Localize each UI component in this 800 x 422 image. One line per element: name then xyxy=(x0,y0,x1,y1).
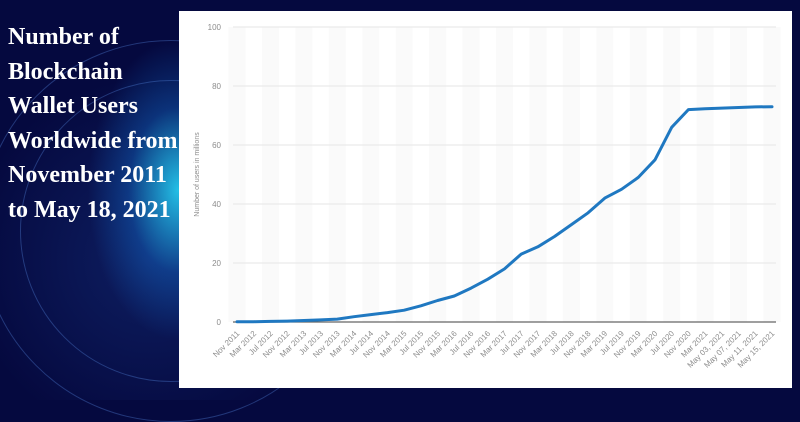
data-line xyxy=(235,105,774,324)
grid-band xyxy=(261,27,279,322)
grid-band xyxy=(395,27,413,322)
grid-band xyxy=(629,27,647,322)
grid-band xyxy=(663,27,681,322)
grid-band xyxy=(529,27,547,322)
grid-band xyxy=(596,27,614,322)
grid-band xyxy=(496,27,513,322)
grid-band xyxy=(295,27,313,322)
grid-band xyxy=(362,27,380,322)
grid-band xyxy=(328,27,346,322)
y-tick-label: 60 xyxy=(212,141,221,150)
y-tick-label: 40 xyxy=(212,200,221,209)
chart-panel: 0 20 40 60 80 100 Number of users in millions N… xyxy=(179,11,792,388)
y-tick-label: 0 xyxy=(217,318,222,327)
grid-band xyxy=(730,27,748,322)
y-tick-label: 80 xyxy=(212,82,221,91)
y-tick-label: 20 xyxy=(212,259,221,268)
grid-band xyxy=(562,27,580,322)
grid-band xyxy=(763,27,781,322)
y-tick-label: 100 xyxy=(208,23,222,32)
grid-band xyxy=(429,27,447,322)
grid-band xyxy=(462,27,480,322)
page-title: Number of Blockchain Wallet Users Worldw… xyxy=(8,24,178,223)
grid-band xyxy=(696,27,714,322)
y-axis-label: Number of users in millions xyxy=(194,132,201,217)
grid-band xyxy=(228,27,246,322)
